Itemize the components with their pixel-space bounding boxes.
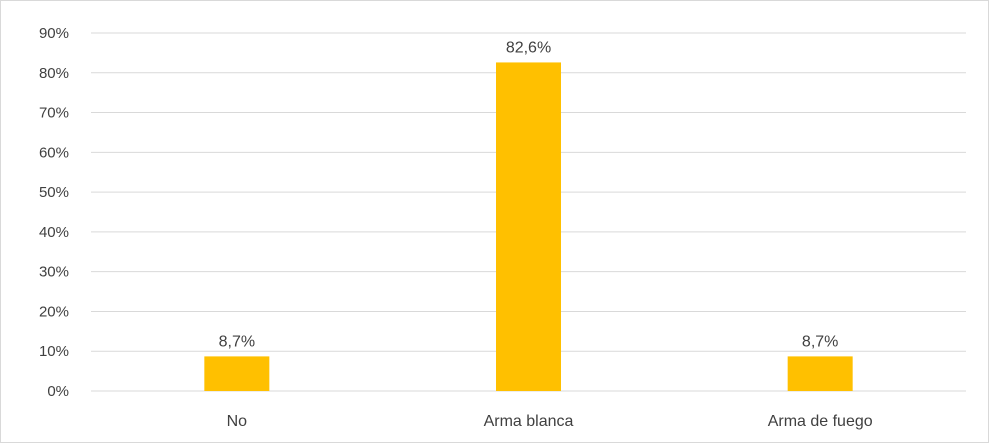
y-tick-label: 30% xyxy=(39,264,69,281)
bar-1 xyxy=(496,62,561,392)
y-tick-label: 0% xyxy=(47,383,69,400)
y-tick-label: 40% xyxy=(39,224,69,241)
data-label: 8,7% xyxy=(802,333,838,350)
bar-0 xyxy=(204,356,270,391)
data-label: 8,7% xyxy=(219,333,255,350)
y-tick-label: 50% xyxy=(39,184,69,201)
y-axis-ticks: 0% 10% 20% 30% 40% 50% 60% 70% 80% 90% xyxy=(39,25,69,400)
category-label: No xyxy=(227,413,248,430)
category-label: Arma blanca xyxy=(484,413,574,430)
bars xyxy=(204,62,853,392)
x-axis-categories: No Arma blanca Arma de fuego xyxy=(227,413,873,430)
y-tick-label: 20% xyxy=(39,303,69,320)
y-tick-label: 60% xyxy=(39,144,69,161)
category-label: Arma de fuego xyxy=(768,413,873,430)
data-labels: 8,7% 82,6% 8,7% xyxy=(219,39,839,350)
y-tick-label: 80% xyxy=(39,65,69,82)
bar-2 xyxy=(787,356,853,391)
y-tick-label: 70% xyxy=(39,105,69,122)
y-tick-label: 10% xyxy=(39,343,69,360)
data-label: 82,6% xyxy=(506,39,551,56)
y-tick-label: 90% xyxy=(39,25,69,42)
